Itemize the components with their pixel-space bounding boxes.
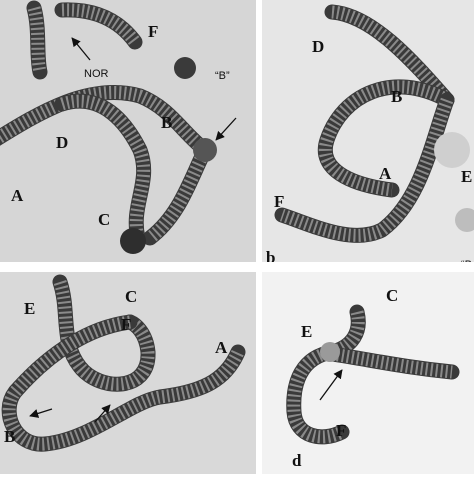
- chromosomes: [0, 0, 217, 254]
- panel-c: E C F A B: [0, 272, 256, 474]
- chromosomes: [1, 274, 246, 452]
- label: B: [391, 87, 402, 106]
- label: C: [98, 210, 110, 229]
- panel-a: F NOR “B” B D A C: [0, 0, 256, 262]
- chromosomes: [274, 4, 474, 243]
- panel-d: C E F d: [262, 272, 474, 474]
- panel-letter: d: [292, 451, 302, 470]
- chromosomes: [286, 304, 460, 445]
- panel-b: D B A E F b “B: [262, 0, 474, 271]
- label: A: [379, 164, 392, 183]
- label: F: [121, 315, 131, 334]
- label: C: [386, 286, 398, 305]
- label: E: [24, 299, 35, 318]
- label: F: [148, 22, 158, 41]
- label: C: [125, 287, 137, 306]
- label: A: [215, 338, 228, 357]
- label: NOR: [84, 68, 109, 80]
- label: E: [461, 167, 472, 186]
- label: B: [161, 113, 172, 132]
- label: D: [56, 133, 68, 152]
- label: “B: [461, 259, 472, 271]
- label: B: [4, 427, 15, 446]
- label: E: [301, 322, 312, 341]
- label: F: [336, 421, 346, 440]
- label: “B”: [215, 70, 230, 82]
- label: F: [274, 192, 284, 211]
- label: D: [312, 37, 324, 56]
- label: A: [11, 186, 24, 205]
- panel-letter: b: [266, 248, 275, 267]
